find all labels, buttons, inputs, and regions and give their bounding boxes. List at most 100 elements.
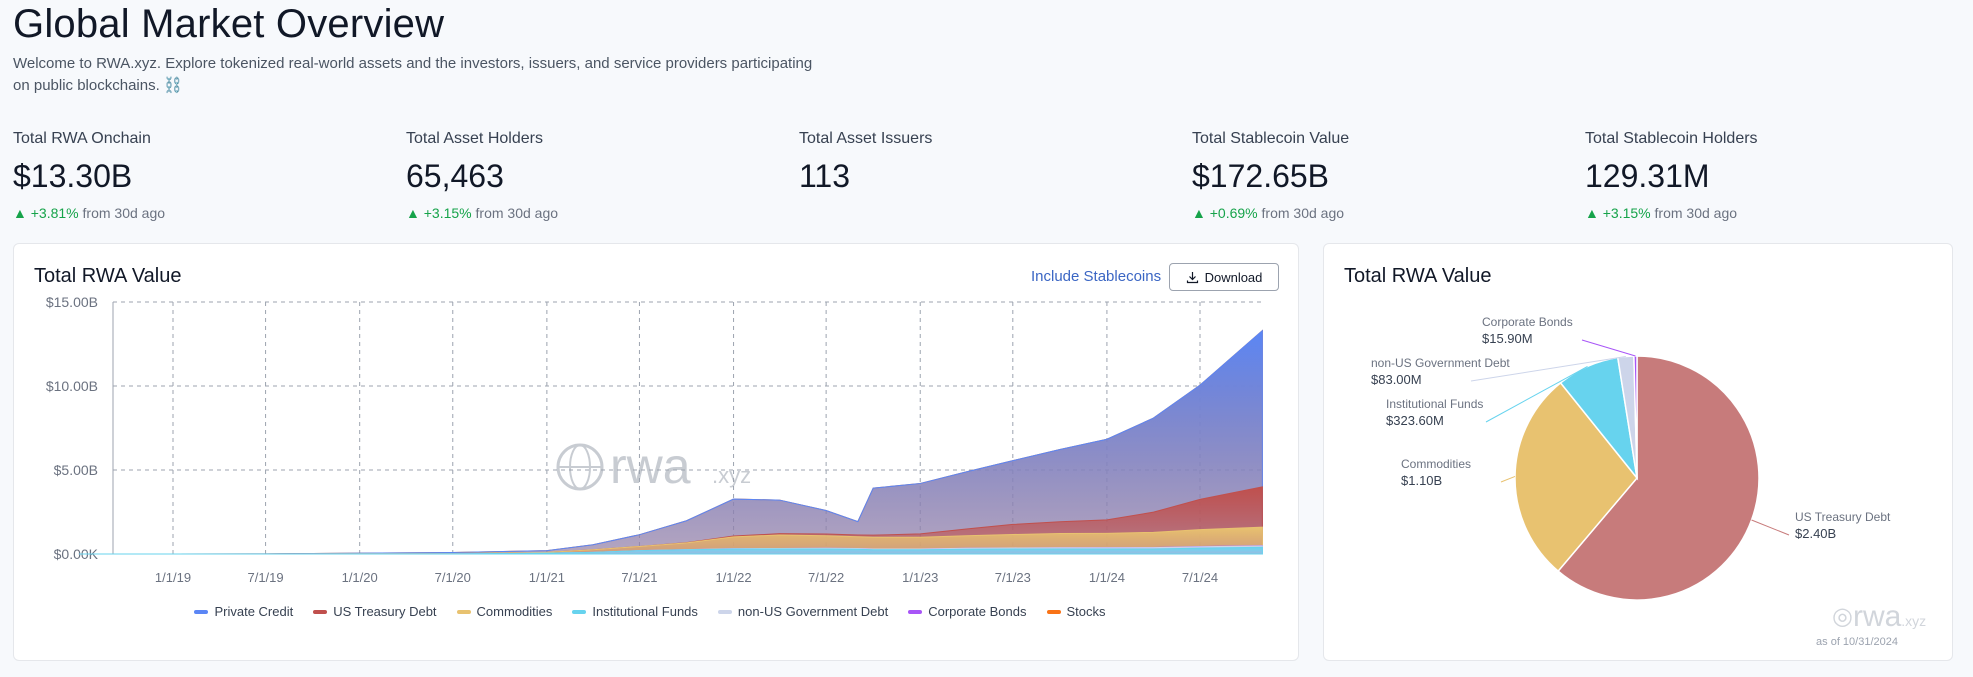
pie-label-value: $1.10B: [1401, 473, 1442, 488]
pie-label-name: US Treasury Debt: [1795, 510, 1891, 524]
legend-swatch: [1046, 609, 1061, 614]
legend-label: Stocks: [1066, 604, 1106, 619]
legend-item[interactable]: Institutional Funds: [572, 604, 698, 619]
x-tick-label: 7/1/19: [247, 570, 283, 585]
legend-item[interactable]: Corporate Bonds: [908, 604, 1027, 619]
pie-label-name: Institutional Funds: [1386, 397, 1483, 411]
up-arrow-icon: ▲: [1585, 205, 1603, 221]
stat-value: 65,463: [406, 158, 504, 194]
area-chart-title: Total RWA Value: [34, 265, 182, 287]
download-button[interactable]: Download: [1169, 263, 1279, 291]
y-tick-label: $15.00B: [46, 294, 98, 310]
x-tick-label: 1/1/22: [715, 570, 751, 585]
change-percent: +0.69%: [1209, 205, 1258, 221]
change-suffix: from 30d ago: [1654, 205, 1738, 221]
stat-stablecoin-value: Total Stablecoin Value $172.65B ▲ +0.69%…: [1192, 130, 1552, 221]
svg-text:rwa: rwa: [610, 438, 691, 494]
stat-change: ▲ +3.81% from 30d ago: [13, 205, 373, 221]
watermark-tld: .xyz: [1901, 613, 1927, 629]
stat-change: ▲ +0.69% from 30d ago: [1192, 205, 1552, 221]
x-tick-label: 7/1/21: [621, 570, 657, 585]
pie-chart-title: Total RWA Value: [1344, 265, 1492, 287]
legend-swatch: [908, 609, 923, 614]
stat-change: ▲ +3.15% from 30d ago: [406, 205, 766, 221]
y-tick-label: $10.00B: [46, 378, 98, 394]
page-title: Global Market Overview: [13, 2, 445, 46]
globe-icon: ◎: [1832, 603, 1853, 630]
legend-item[interactable]: Private Credit: [194, 604, 293, 619]
pie-leader-line: [1581, 339, 1636, 357]
legend-label: Commodities: [476, 604, 553, 619]
x-tick-label: 7/1/24: [1182, 570, 1218, 585]
pie-label-name: non-US Government Debt: [1371, 356, 1510, 370]
pie-label-value: $323.60M: [1386, 413, 1444, 428]
change-percent: +3.81%: [30, 205, 79, 221]
legend-swatch: [194, 609, 209, 614]
legend-swatch: [717, 609, 732, 614]
x-tick-label: 1/1/23: [902, 570, 938, 585]
legend-swatch: [313, 609, 328, 614]
stat-value: $172.65B: [1192, 158, 1330, 194]
x-tick-label: 1/1/21: [529, 570, 565, 585]
legend-label: Institutional Funds: [592, 604, 698, 619]
legend-label: US Treasury Debt: [333, 604, 437, 619]
legend-label: Private Credit: [214, 604, 294, 619]
x-tick-label: 1/1/20: [342, 570, 378, 585]
pie-leader-line: [1470, 356, 1626, 382]
change-suffix: from 30d ago: [1261, 205, 1345, 221]
page-subtitle: Welcome to RWA.xyz. Explore tokenized re…: [13, 55, 813, 94]
up-arrow-icon: ▲: [1192, 205, 1210, 221]
pie-leader-line: [1751, 519, 1790, 536]
rwa-watermark-logo: ◎rwa.xyz: [1832, 600, 1926, 634]
change-suffix: from 30d ago: [82, 205, 166, 221]
area-series-institutional-funds[interactable]: [78, 546, 1263, 555]
legend-label: Corporate Bonds: [928, 604, 1027, 619]
y-tick-label: $0.00K: [54, 546, 99, 562]
area-chart-legend: Private Credit US Treasury Debt Commoditie…: [0, 604, 1300, 619]
pie-label-name: Corporate Bonds: [1482, 315, 1573, 329]
x-tick-label: 1/1/19: [155, 570, 191, 585]
legend-item[interactable]: US Treasury Debt: [313, 604, 437, 619]
x-tick-label: 7/1/22: [808, 570, 844, 585]
stat-label: Total Stablecoin Holders: [1585, 130, 1758, 147]
download-label: Download: [1204, 269, 1263, 285]
include-stablecoins-toggle[interactable]: Include Stablecoins: [1031, 268, 1162, 285]
stat-asset-holders: Total Asset Holders 65,463 ▲ +3.15% from…: [406, 130, 766, 221]
stat-label: Total Asset Holders: [406, 130, 543, 147]
svg-text:.xyz: .xyz: [712, 463, 751, 488]
legend-item[interactable]: Stocks: [1046, 604, 1106, 619]
x-tick-label: 1/1/24: [1089, 570, 1125, 585]
y-tick-label: $5.00B: [54, 462, 98, 478]
legend-item[interactable]: Commodities: [456, 604, 553, 619]
legend-swatch: [572, 609, 587, 614]
legend-label: non-US Government Debt: [737, 604, 889, 619]
pie-leader-line: [1485, 366, 1588, 423]
stat-value: 113: [799, 158, 851, 194]
stat-label: Total RWA Onchain: [13, 130, 151, 147]
stat-total-rwa: Total RWA Onchain $13.30B ▲ +3.81% from …: [13, 130, 373, 221]
change-percent: +3.15%: [423, 205, 472, 221]
legend-swatch: [456, 609, 471, 614]
change-suffix: from 30d ago: [475, 205, 559, 221]
pie-label-value: $2.40B: [1795, 526, 1836, 541]
stat-stablecoin-holders: Total Stablecoin Holders 129.31M ▲ +3.15…: [1585, 130, 1945, 221]
stat-change: ▲ +3.15% from 30d ago: [1585, 205, 1945, 221]
x-tick-label: 7/1/20: [435, 570, 471, 585]
pie-label-value: $15.90M: [1482, 331, 1533, 346]
pie-label-name: Commodities: [1401, 457, 1471, 471]
stat-value: $13.30B: [13, 158, 133, 194]
area-series-private-credit[interactable]: [78, 329, 1263, 555]
legend-item[interactable]: non-US Government Debt: [717, 604, 889, 619]
download-icon: [1186, 271, 1198, 283]
pie-slice-us-treasury-debt[interactable]: [1557, 355, 1760, 601]
rwa-watermark: rwa .xyz: [556, 438, 751, 494]
pie-label-value: $83.00M: [1371, 372, 1422, 387]
stat-label: Total Stablecoin Value: [1192, 130, 1350, 147]
x-tick-label: 7/1/23: [995, 570, 1031, 585]
up-arrow-icon: ▲: [406, 205, 424, 221]
stat-label: Total Asset Issuers: [799, 130, 933, 147]
up-arrow-icon: ▲: [13, 205, 31, 221]
watermark-brand: rwa: [1852, 600, 1902, 633]
